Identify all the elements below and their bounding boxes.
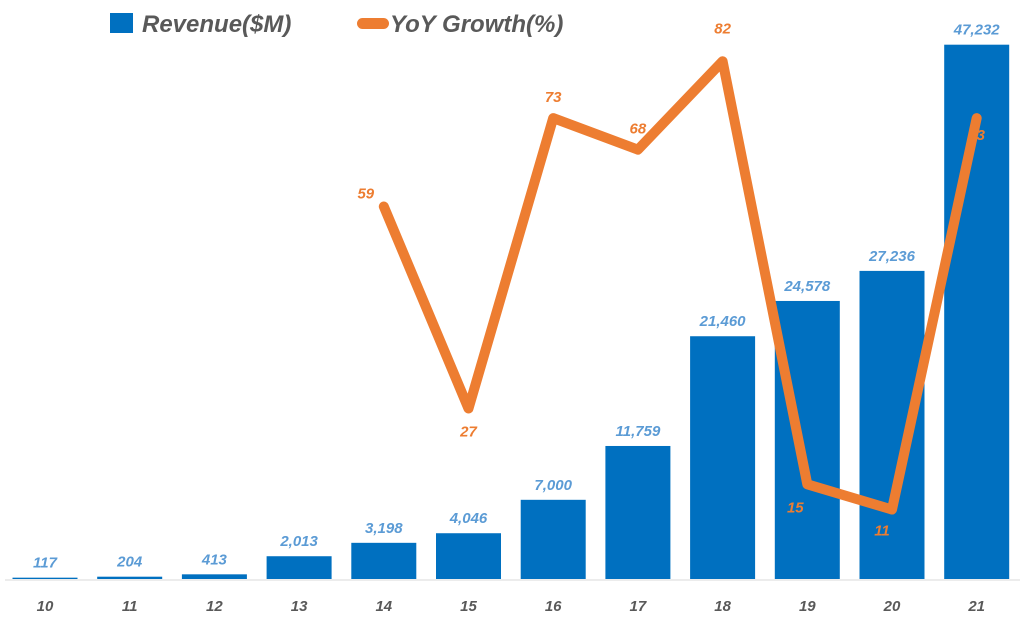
x-tick-label: 20: [883, 598, 901, 615]
revenue-bar: [436, 533, 501, 579]
legend-label-revenue: Revenue($M): [142, 11, 291, 38]
bars: [12, 44, 1010, 580]
legend-label-growth: YoY Growth(%): [390, 11, 563, 38]
revenue-data-label: 24,578: [783, 278, 831, 295]
x-tick-label: 19: [799, 598, 816, 615]
growth-data-label: 82: [714, 20, 731, 37]
legend-swatch-revenue: [110, 13, 133, 33]
x-tick-label: 16: [545, 598, 562, 615]
revenue-data-label: 2,013: [279, 533, 318, 550]
x-tick-label: 18: [714, 598, 731, 615]
revenue-bar: [266, 556, 332, 579]
growth-line-path: [378, 56, 982, 515]
growth-data-label: 59: [357, 185, 374, 202]
x-tick-label: 15: [460, 598, 477, 615]
legend-swatch-growth: [357, 18, 389, 29]
revenue-bar: [774, 300, 840, 579]
revenue-data-label: 47,232: [953, 22, 1001, 39]
x-tick-label: 10: [37, 598, 54, 615]
revenue-bar: [351, 542, 417, 579]
revenue-data-label: 7,000: [534, 477, 572, 494]
x-tick-label: 21: [967, 598, 985, 615]
x-tick-labels: 10 11 12 13 14 15 16 17 18 19 20 21: [37, 598, 985, 615]
growth-line: [378, 56, 982, 515]
revenue-data-label: 4,046: [449, 510, 488, 527]
legend: Revenue($M) YoY Growth(%): [110, 11, 563, 38]
x-tick-label: 17: [630, 598, 647, 615]
revenue-data-label: 27,236: [868, 248, 916, 265]
revenue-data-label: 204: [116, 554, 143, 571]
x-tick-label: 11: [122, 598, 138, 615]
growth-data-label: 73: [545, 89, 562, 106]
growth-data-label: 27: [459, 424, 477, 441]
x-tick-label: 13: [291, 598, 308, 615]
revenue-bar: [690, 336, 756, 579]
x-tick-label: 14: [375, 598, 392, 615]
revenue-data-label: 21,460: [699, 313, 747, 330]
revenue-data-label: 117: [33, 555, 58, 572]
growth-data-label: 73: [968, 127, 985, 144]
revenue-data-label: 413: [201, 551, 228, 568]
revenue-bar: [520, 499, 586, 579]
revenue-bar: [181, 574, 247, 579]
growth-data-label: 11: [874, 523, 890, 540]
data-labels: 117 204 413 2,013 3,198 4,046 7,000 11,759 21,46…: [33, 20, 1000, 571]
revenue-data-label: 3,198: [365, 520, 403, 537]
x-tick-label: 12: [206, 598, 223, 615]
revenue-bar: [97, 576, 163, 579]
revenue-data-label: 11,759: [616, 423, 661, 440]
growth-data-label: 15: [787, 499, 804, 516]
revenue-bar: [605, 445, 671, 579]
growth-data-label: 68: [630, 121, 647, 138]
revenue-bar: [12, 577, 78, 579]
